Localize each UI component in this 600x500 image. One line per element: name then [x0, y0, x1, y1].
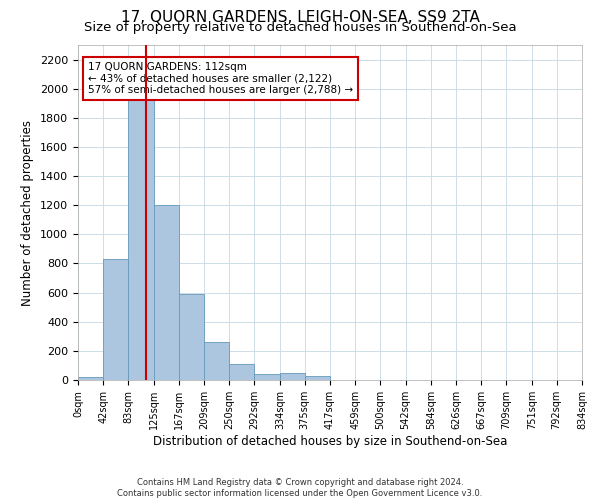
Bar: [179, 294, 205, 380]
Bar: [229, 364, 254, 380]
Bar: [128, 96, 154, 380]
Y-axis label: Number of detached properties: Number of detached properties: [22, 120, 34, 306]
Text: Size of property relative to detached houses in Southend-on-Sea: Size of property relative to detached ho…: [83, 21, 517, 34]
Bar: [254, 374, 280, 380]
Bar: [205, 342, 229, 380]
Bar: [78, 377, 103, 380]
Bar: [305, 376, 330, 380]
Text: Contains HM Land Registry data © Crown copyright and database right 2024.
Contai: Contains HM Land Registry data © Crown c…: [118, 478, 482, 498]
Text: 17, QUORN GARDENS, LEIGH-ON-SEA, SS9 2TA: 17, QUORN GARDENS, LEIGH-ON-SEA, SS9 2TA: [121, 10, 479, 25]
X-axis label: Distribution of detached houses by size in Southend-on-Sea: Distribution of detached houses by size …: [153, 434, 507, 448]
Text: 17 QUORN GARDENS: 112sqm
← 43% of detached houses are smaller (2,122)
57% of sem: 17 QUORN GARDENS: 112sqm ← 43% of detach…: [88, 62, 353, 95]
Bar: [103, 259, 128, 380]
Bar: [280, 374, 305, 380]
Bar: [154, 205, 179, 380]
